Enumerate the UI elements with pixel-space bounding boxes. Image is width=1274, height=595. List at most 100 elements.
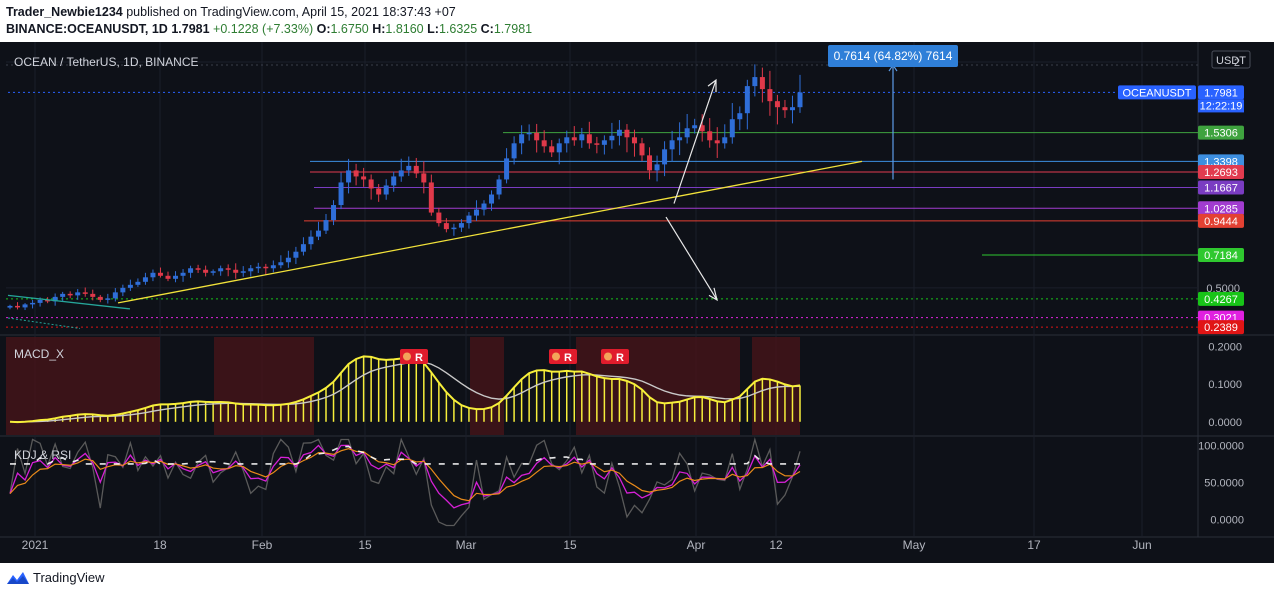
candle-body (105, 298, 111, 300)
x-tick-label: May (903, 538, 926, 552)
close-value: 1.7981 (493, 22, 533, 36)
candle-body (789, 107, 795, 111)
candle-body (255, 266, 261, 269)
candle-body (406, 165, 412, 171)
candle-body (534, 132, 540, 141)
price-level-value: 1.7981 (1204, 87, 1238, 99)
signal-label: R (616, 352, 624, 364)
candle-body (383, 185, 389, 195)
candle-body (263, 266, 269, 269)
candle-body (421, 173, 427, 183)
candle-body (692, 125, 698, 129)
last-price: 1.7981 (171, 22, 210, 36)
author-name[interactable]: Trader_Newbie1234 (6, 5, 123, 19)
candle-body (323, 220, 329, 231)
candle-body (45, 299, 51, 302)
chart-panel[interactable]: 1.7981 OCEANUSDT 12:22:19 1.5306 1.3398 1.269… (0, 42, 1274, 563)
kdj-j-line (9, 436, 801, 527)
candle-body (15, 305, 21, 308)
price-level-tag (1198, 213, 1244, 228)
x-tick-label: 12 (769, 538, 783, 552)
candle-body (782, 107, 788, 111)
candle-body (195, 268, 201, 270)
candle-body (248, 268, 254, 272)
high-value: 1.8160 (385, 22, 424, 36)
price-level-tag (1198, 154, 1244, 169)
candle-body (90, 293, 96, 297)
candle-body (594, 143, 600, 145)
candle-body (391, 176, 397, 186)
candle-body (504, 158, 510, 180)
candle-body (331, 205, 337, 221)
candle-body (188, 268, 194, 273)
candle-body (684, 128, 690, 138)
labels: OCEAN / TetherUS, 1D, BINANCE MACD_X KDJ… (14, 45, 1251, 462)
y-tick-label: 2 (1234, 57, 1240, 69)
y-tick-label: 0.5000 (1206, 283, 1240, 295)
publish-line: Trader_Newbie1234 published on TradingVi… (6, 5, 456, 19)
candle-body (413, 165, 419, 174)
candle-body (210, 271, 216, 273)
candle-body (759, 77, 765, 90)
candles (7, 64, 803, 311)
candle-body (647, 155, 653, 171)
candle-body (52, 296, 58, 302)
candle-body (157, 272, 163, 276)
candle-body (270, 265, 276, 269)
currency-box[interactable] (1211, 50, 1251, 69)
kdj-tick-label: 50.0000 (1204, 478, 1244, 490)
candle-body (489, 194, 495, 204)
open-label: O: (316, 22, 331, 36)
measure-box (828, 45, 958, 67)
candle-body (639, 143, 645, 156)
candle-body (285, 257, 291, 263)
candle-body (368, 179, 374, 189)
signal-label: R (564, 352, 572, 364)
candle-body (443, 223, 449, 230)
trendline (117, 160, 863, 304)
candle-body (519, 134, 525, 144)
candle-body (233, 269, 239, 273)
countdown-label: 12:22:19 (1200, 100, 1243, 112)
kdj-d-line (9, 448, 801, 502)
x-tick-label: 17 (1027, 538, 1041, 552)
x-tick-label: Jun (1132, 538, 1151, 552)
candle-body (631, 137, 637, 144)
candle-body (338, 182, 344, 206)
price-level-value: 1.5306 (1204, 128, 1238, 140)
candle-body (180, 272, 186, 276)
candle-body (458, 223, 464, 228)
candle-body (120, 287, 126, 293)
signal-label: R (415, 352, 423, 364)
symbol-line: BINANCE:OCEANUSDT, 1D 1.7981 +0.1228 (+7… (6, 22, 532, 36)
symbol-tag (1118, 85, 1196, 100)
footer-brand[interactable]: TradingView (33, 570, 105, 585)
candle-body (346, 170, 352, 183)
macd-tick-label: 0.0000 (1208, 417, 1242, 429)
price-level-tag (1198, 291, 1244, 306)
candle-body (361, 176, 367, 180)
candle-body (218, 268, 224, 272)
tradingview-logo-icon[interactable] (6, 570, 30, 586)
price-level-value: 0.4267 (1204, 294, 1238, 306)
candle-body (609, 135, 615, 141)
candle-body (541, 140, 547, 147)
candle-body (353, 170, 359, 177)
price-levels: 1.7981OCEANUSDT12:22:191.53061.33981.269… (6, 85, 1244, 335)
candle-body (579, 134, 585, 141)
candle-body (496, 179, 502, 195)
candle-body (30, 302, 36, 305)
candle-body (737, 113, 743, 120)
chart-header: Trader_Newbie1234 published on TradingVi… (0, 0, 1274, 42)
chart-canvas[interactable]: 1.7981OCEANUSDT12:22:191.53061.33981.269… (0, 42, 1274, 563)
candle-body (714, 140, 720, 144)
axes: 2021 18 Feb 15 Mar 15 Apr 12 May 17 Jun 2 0.5000 0.20… (22, 57, 1244, 552)
candle-body (473, 209, 479, 216)
candle-body (586, 134, 592, 144)
candle-body (556, 143, 562, 153)
low-value: 1.6325 (438, 22, 478, 36)
candle-body (203, 269, 209, 273)
candle-body (165, 275, 171, 279)
candle-body (97, 296, 103, 300)
price-level-tag (1198, 165, 1244, 180)
